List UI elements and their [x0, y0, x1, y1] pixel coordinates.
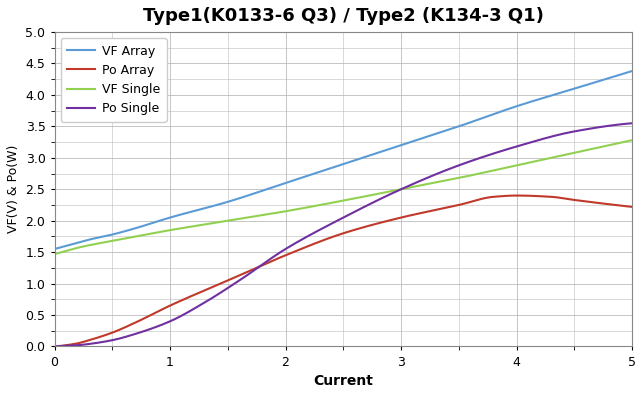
X-axis label: Current: Current [313, 374, 373, 388]
Po Array [329, 235, 336, 239]
Line: VF Array: VF Array [55, 71, 632, 249]
Po Array [363, 224, 371, 229]
VF Array [363, 154, 371, 159]
VF Single [394, 188, 402, 192]
Po Single [363, 203, 371, 208]
Po Single [394, 188, 402, 193]
VF Array [628, 69, 636, 73]
VF Array [51, 246, 59, 251]
Po Single [325, 223, 332, 228]
VF Single [628, 138, 636, 143]
Po Single [524, 141, 532, 146]
Line: VF Single: VF Single [55, 140, 632, 254]
VF Single [524, 160, 532, 165]
Po Array [394, 216, 402, 220]
Line: Po Array: Po Array [55, 196, 632, 346]
Line: Po Single: Po Single [55, 123, 632, 346]
VF Array [614, 73, 622, 78]
Po Single [614, 122, 622, 127]
Po Array [615, 203, 623, 208]
Po Single [329, 221, 336, 226]
Po Array [512, 193, 520, 198]
Po Array [628, 205, 636, 209]
Po Single [628, 121, 636, 126]
VF Single [363, 194, 371, 198]
Y-axis label: VF(V) & Po(W): VF(V) & Po(W) [7, 145, 20, 233]
Title: Type1(K0133-6 Q3) / Type2 (K134-3 Q1): Type1(K0133-6 Q3) / Type2 (K134-3 Q1) [143, 7, 544, 25]
VF Single [51, 252, 59, 256]
VF Array [394, 144, 402, 149]
Po Array [525, 194, 533, 198]
VF Single [329, 200, 336, 205]
Legend: VF Array, Po Array, VF Single, Po Single: VF Array, Po Array, VF Single, Po Single [61, 38, 167, 122]
VF Single [614, 141, 622, 146]
Po Array [325, 236, 332, 241]
VF Array [329, 166, 336, 170]
VF Array [524, 100, 532, 105]
VF Single [325, 201, 332, 206]
VF Array [325, 166, 332, 171]
Po Single [51, 344, 59, 349]
Po Array [51, 344, 59, 349]
